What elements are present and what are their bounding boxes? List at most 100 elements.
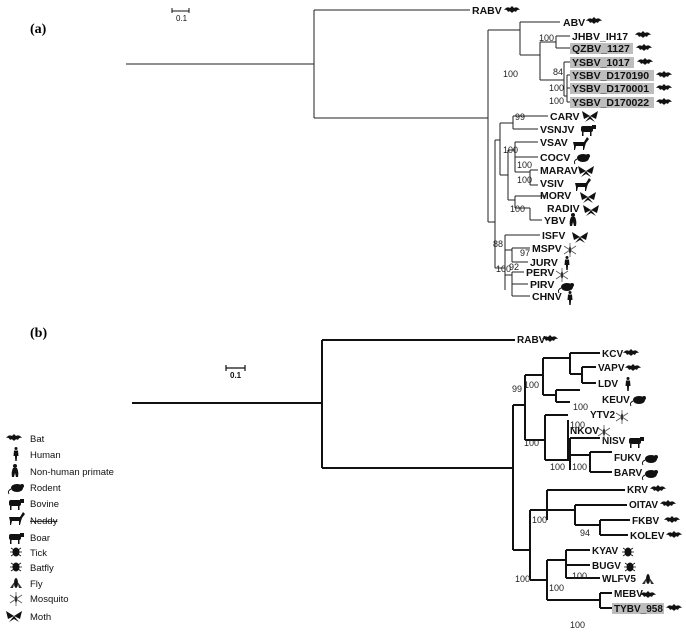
primate-icon	[11, 464, 19, 477]
bovine-icon	[9, 499, 24, 510]
bootstrap-value: 100	[573, 402, 588, 412]
bootstrap-value: 100	[515, 574, 530, 584]
bootstrap-value: 100	[550, 462, 565, 472]
taxon: NKOV	[570, 426, 599, 437]
moth-icon	[582, 111, 598, 122]
batfly-icon	[9, 562, 23, 572]
bootstrap-value: 92	[509, 262, 519, 272]
panel-a: (a) 0.1	[30, 5, 672, 305]
taxon: MSPV	[532, 243, 562, 255]
legend-label: Neddy	[30, 516, 58, 527]
rodent-icon	[641, 469, 659, 481]
fly-icon	[10, 578, 22, 588]
bat-icon	[656, 84, 672, 91]
bat-icon	[635, 31, 651, 38]
bootstrap-b: 99 100 100 100 100 100 100 100 94 100 10…	[512, 380, 590, 630]
boar-icon	[9, 533, 24, 544]
bootstrap-value: 100	[572, 571, 587, 581]
taxon: MARAV	[540, 165, 578, 177]
taxon: VSNJV	[540, 124, 574, 136]
taxon: KOLEV	[630, 531, 665, 542]
human-icon	[567, 291, 573, 305]
highlight-box	[570, 97, 654, 108]
moth-icon	[580, 192, 596, 203]
taxon: OITAV	[629, 500, 658, 511]
highlight-box	[570, 70, 654, 81]
bootstrap-value: 100	[549, 83, 564, 93]
taxon: JURV	[530, 257, 558, 269]
highlight-box	[570, 57, 634, 68]
bat-icon	[625, 364, 641, 371]
legend-label: Tick	[30, 548, 47, 559]
bootstrap-value: 97	[520, 248, 530, 258]
bootstrap-value: 99	[515, 112, 525, 122]
rodent-icon	[573, 153, 591, 165]
taxon: RABV	[517, 335, 546, 346]
highlight-box	[570, 83, 654, 94]
taxon: CARV	[550, 111, 580, 123]
taxon: NISV	[602, 436, 626, 447]
bat-icon	[650, 485, 666, 492]
highlight-box	[612, 603, 664, 614]
legend-label: Fly	[30, 579, 43, 590]
bat-icon	[656, 71, 672, 78]
bootstrap-value: 100	[549, 583, 564, 593]
taxon: PIRV	[530, 279, 554, 291]
bootstrap-value: 100	[503, 145, 518, 155]
legend-label: Non-human primate	[30, 467, 114, 478]
taxon: KYAV	[592, 546, 618, 557]
bootstrap-value: 88	[493, 239, 503, 249]
bootstrap-value: 100	[510, 204, 525, 214]
human-icon	[625, 377, 631, 391]
taxon: YTV2	[590, 410, 615, 421]
taxon: PERV	[526, 267, 554, 279]
taxon: LDV	[598, 379, 618, 390]
legend-label: Batfly	[30, 563, 54, 574]
rodent-icon	[7, 483, 25, 495]
bat-icon	[664, 516, 680, 523]
bootstrap-value: 100	[539, 33, 554, 43]
bootstrap-value: 100	[517, 160, 532, 170]
boar-icon	[629, 437, 644, 448]
legend: Bat Human Non-human primate Rodent Bovin…	[6, 434, 114, 623]
taxon: TYBV_958	[614, 604, 663, 615]
legend-label: Human	[30, 450, 61, 461]
taxon: RADIV	[547, 203, 580, 215]
taxon: JHBV_IH17	[572, 31, 628, 43]
bootstrap-value: 100	[503, 69, 518, 79]
tree-a	[126, 9, 570, 297]
panel-b-label: (b)	[30, 326, 47, 341]
taxon: ISFV	[542, 230, 565, 242]
taxon: VAPV	[598, 363, 625, 374]
legend-label: Bat	[30, 434, 45, 445]
taxon: BUGV	[592, 561, 621, 572]
panel-b: (b) 0.1	[30, 326, 682, 630]
bat-icon	[660, 500, 676, 507]
taxon: RABV	[472, 5, 502, 17]
taxon: COCV	[540, 152, 570, 164]
bootstrap-value: 99	[512, 384, 522, 394]
taxon: QZBV_1127	[572, 43, 630, 55]
bootstrap-value: 84	[553, 67, 563, 77]
taxon: FUKV	[614, 453, 642, 464]
scale-label-b: 0.1	[230, 371, 242, 380]
highlight-box	[570, 43, 633, 54]
horse-icon	[9, 512, 25, 525]
moth-icon	[6, 611, 22, 622]
taxon: YSBV_D170190	[572, 70, 649, 82]
moth-icon	[583, 205, 599, 216]
legend-label: Moth	[30, 612, 51, 623]
bat-icon	[666, 531, 682, 538]
taxon: BARV	[614, 468, 642, 479]
bootstrap-value: 100	[517, 175, 532, 185]
bootstrap-value: 100	[570, 420, 585, 430]
legend-label: Mosquito	[30, 594, 69, 605]
bat-icon	[586, 17, 602, 24]
mosquito-icon	[555, 267, 569, 283]
mosquito-icon	[563, 242, 577, 258]
taxon: CHNV	[532, 291, 562, 303]
moth-icon	[578, 166, 594, 177]
tick-icon	[621, 547, 635, 557]
taxon: KCV	[602, 349, 623, 360]
legend-label: Bovine	[30, 499, 59, 510]
